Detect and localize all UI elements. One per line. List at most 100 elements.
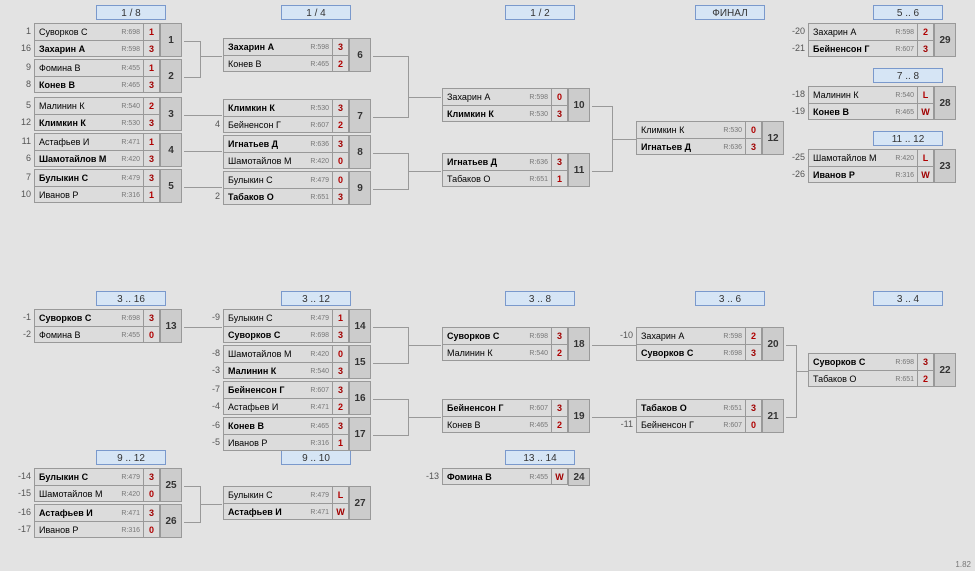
bracket-connector (408, 56, 409, 118)
player-rating: R:420 (895, 150, 914, 166)
player-name: Конев ВR:465 (442, 416, 552, 433)
player-rating: R:479 (310, 310, 329, 326)
score: 3 (333, 362, 349, 379)
match-id: 15 (349, 345, 371, 379)
player-rating: R:636 (310, 136, 329, 152)
player-row: -18Малинин КR:540L (790, 86, 934, 103)
score: 3 (144, 468, 160, 485)
match-id: 12 (762, 121, 784, 155)
score: 3 (333, 188, 349, 205)
seed-number (424, 153, 442, 170)
seed-number: 1 (16, 23, 34, 40)
player-rating: R:316 (121, 187, 140, 203)
seed-number (205, 326, 223, 343)
match-5: 7Булыкин СR:479310Иванов РR:31615 (16, 169, 182, 203)
score: 3 (144, 150, 160, 167)
score: W (918, 103, 934, 120)
player-rating: R:651 (723, 400, 742, 416)
match-3: 5Малинин КR:540212Климкин КR:53033 (16, 97, 182, 131)
score: 2 (333, 55, 349, 72)
seed-number (424, 170, 442, 187)
score: 3 (333, 135, 349, 152)
bracket-connector (200, 41, 201, 78)
player-row: Захарин АR:5980 (424, 88, 568, 105)
player-row: Астафьев ИR:471W (205, 503, 349, 520)
match-id: 26 (160, 504, 182, 538)
score: 2 (144, 97, 160, 114)
score: 0 (333, 152, 349, 169)
match-id: 22 (934, 353, 956, 387)
player-row: -20Захарин АR:5982 (790, 23, 934, 40)
player-rating: R:420 (121, 151, 140, 167)
player-row: Булыкин СR:4790 (205, 171, 349, 188)
player-name: Бейненсон ГR:607 (808, 40, 918, 57)
player-name: Суворков СR:698 (442, 327, 552, 344)
score: 0 (552, 88, 568, 105)
player-name: Игнатьев ДR:636 (636, 138, 746, 155)
player-row: -10Захарин АR:5982 (618, 327, 762, 344)
score: 3 (552, 327, 568, 344)
bracket-connector (373, 153, 408, 154)
match-7: Климкин КR:53034Бейненсон ГR:60727 (205, 99, 371, 133)
seed-number: 4 (205, 116, 223, 133)
player-name: Бейненсон ГR:607 (223, 116, 333, 133)
player-name: Иванов РR:316 (808, 166, 918, 183)
match-24: -13Фомина ВR:455W24 (424, 468, 590, 486)
player-row: 12Климкин КR:5303 (16, 114, 160, 131)
player-name: Шамотайлов МR:420 (34, 150, 144, 167)
score: 2 (552, 344, 568, 361)
player-row: -14Булыкин СR:4793 (16, 468, 160, 485)
player-row: -3Малинин КR:5403 (205, 362, 349, 379)
seed-number (618, 399, 636, 416)
player-row: 9Фомина ВR:4551 (16, 59, 160, 76)
player-name: Захарин АR:598 (223, 38, 333, 55)
bracket-connector (184, 522, 200, 523)
round-label: 9 .. 12 (96, 450, 166, 465)
player-name: Малинин КR:540 (34, 97, 144, 114)
score: 1 (144, 186, 160, 203)
player-name: Булыкин СR:479 (223, 171, 333, 188)
bracket-connector (184, 41, 200, 42)
player-row: 7Булыкин СR:4793 (16, 169, 160, 186)
seed-number: -19 (790, 103, 808, 120)
player-rating: R:455 (529, 469, 548, 485)
player-name: Фомина ВR:455 (442, 468, 552, 485)
player-rating: R:479 (121, 469, 140, 485)
match-id: 29 (934, 23, 956, 57)
player-name: Табаков ОR:651 (442, 170, 552, 187)
round-label: 13 .. 14 (505, 450, 575, 465)
seed-number: -18 (790, 86, 808, 103)
player-row: Игнатьев ДR:6363 (618, 138, 762, 155)
score: 3 (333, 381, 349, 398)
player-row: Шамотайлов МR:4200 (205, 152, 349, 169)
player-name: Булыкин СR:479 (34, 169, 144, 186)
match-19: Бейненсон ГR:6073Конев ВR:465219 (424, 399, 590, 433)
score: 3 (333, 417, 349, 434)
seed-number: 9 (16, 59, 34, 76)
seed-number: 6 (16, 150, 34, 167)
score: L (918, 86, 934, 103)
seed-number: -15 (16, 485, 34, 502)
player-row: -16Астафьев ИR:4713 (16, 504, 160, 521)
match-1: 1Суворков СR:698116Захарин АR:59831 (16, 23, 182, 57)
seed-number: -7 (205, 381, 223, 398)
score: 2 (333, 398, 349, 415)
score: 0 (746, 121, 762, 138)
seed-number: -2 (16, 326, 34, 343)
round-label: 3 .. 6 (695, 291, 765, 306)
match-23: -25Шамотайлов МR:420L-26Иванов РR:316W23 (790, 149, 956, 183)
seed-number: -9 (205, 309, 223, 326)
player-name: Астафьев ИR:471 (223, 503, 333, 520)
player-row: Табаков ОR:6513 (618, 399, 762, 416)
score: W (918, 166, 934, 183)
seed-number: 16 (16, 40, 34, 57)
seed-number (424, 88, 442, 105)
score: 3 (746, 399, 762, 416)
match-16: -7Бейненсон ГR:6073-4Астафьев ИR:471216 (205, 381, 371, 415)
match-27: Булыкин СR:479LАстафьев ИR:471W27 (205, 486, 371, 520)
score: 3 (918, 353, 934, 370)
score: 3 (333, 99, 349, 116)
seed-number: 5 (16, 97, 34, 114)
player-name: Шамотайлов МR:420 (223, 345, 333, 362)
player-row: Климкин КR:5303 (424, 105, 568, 122)
